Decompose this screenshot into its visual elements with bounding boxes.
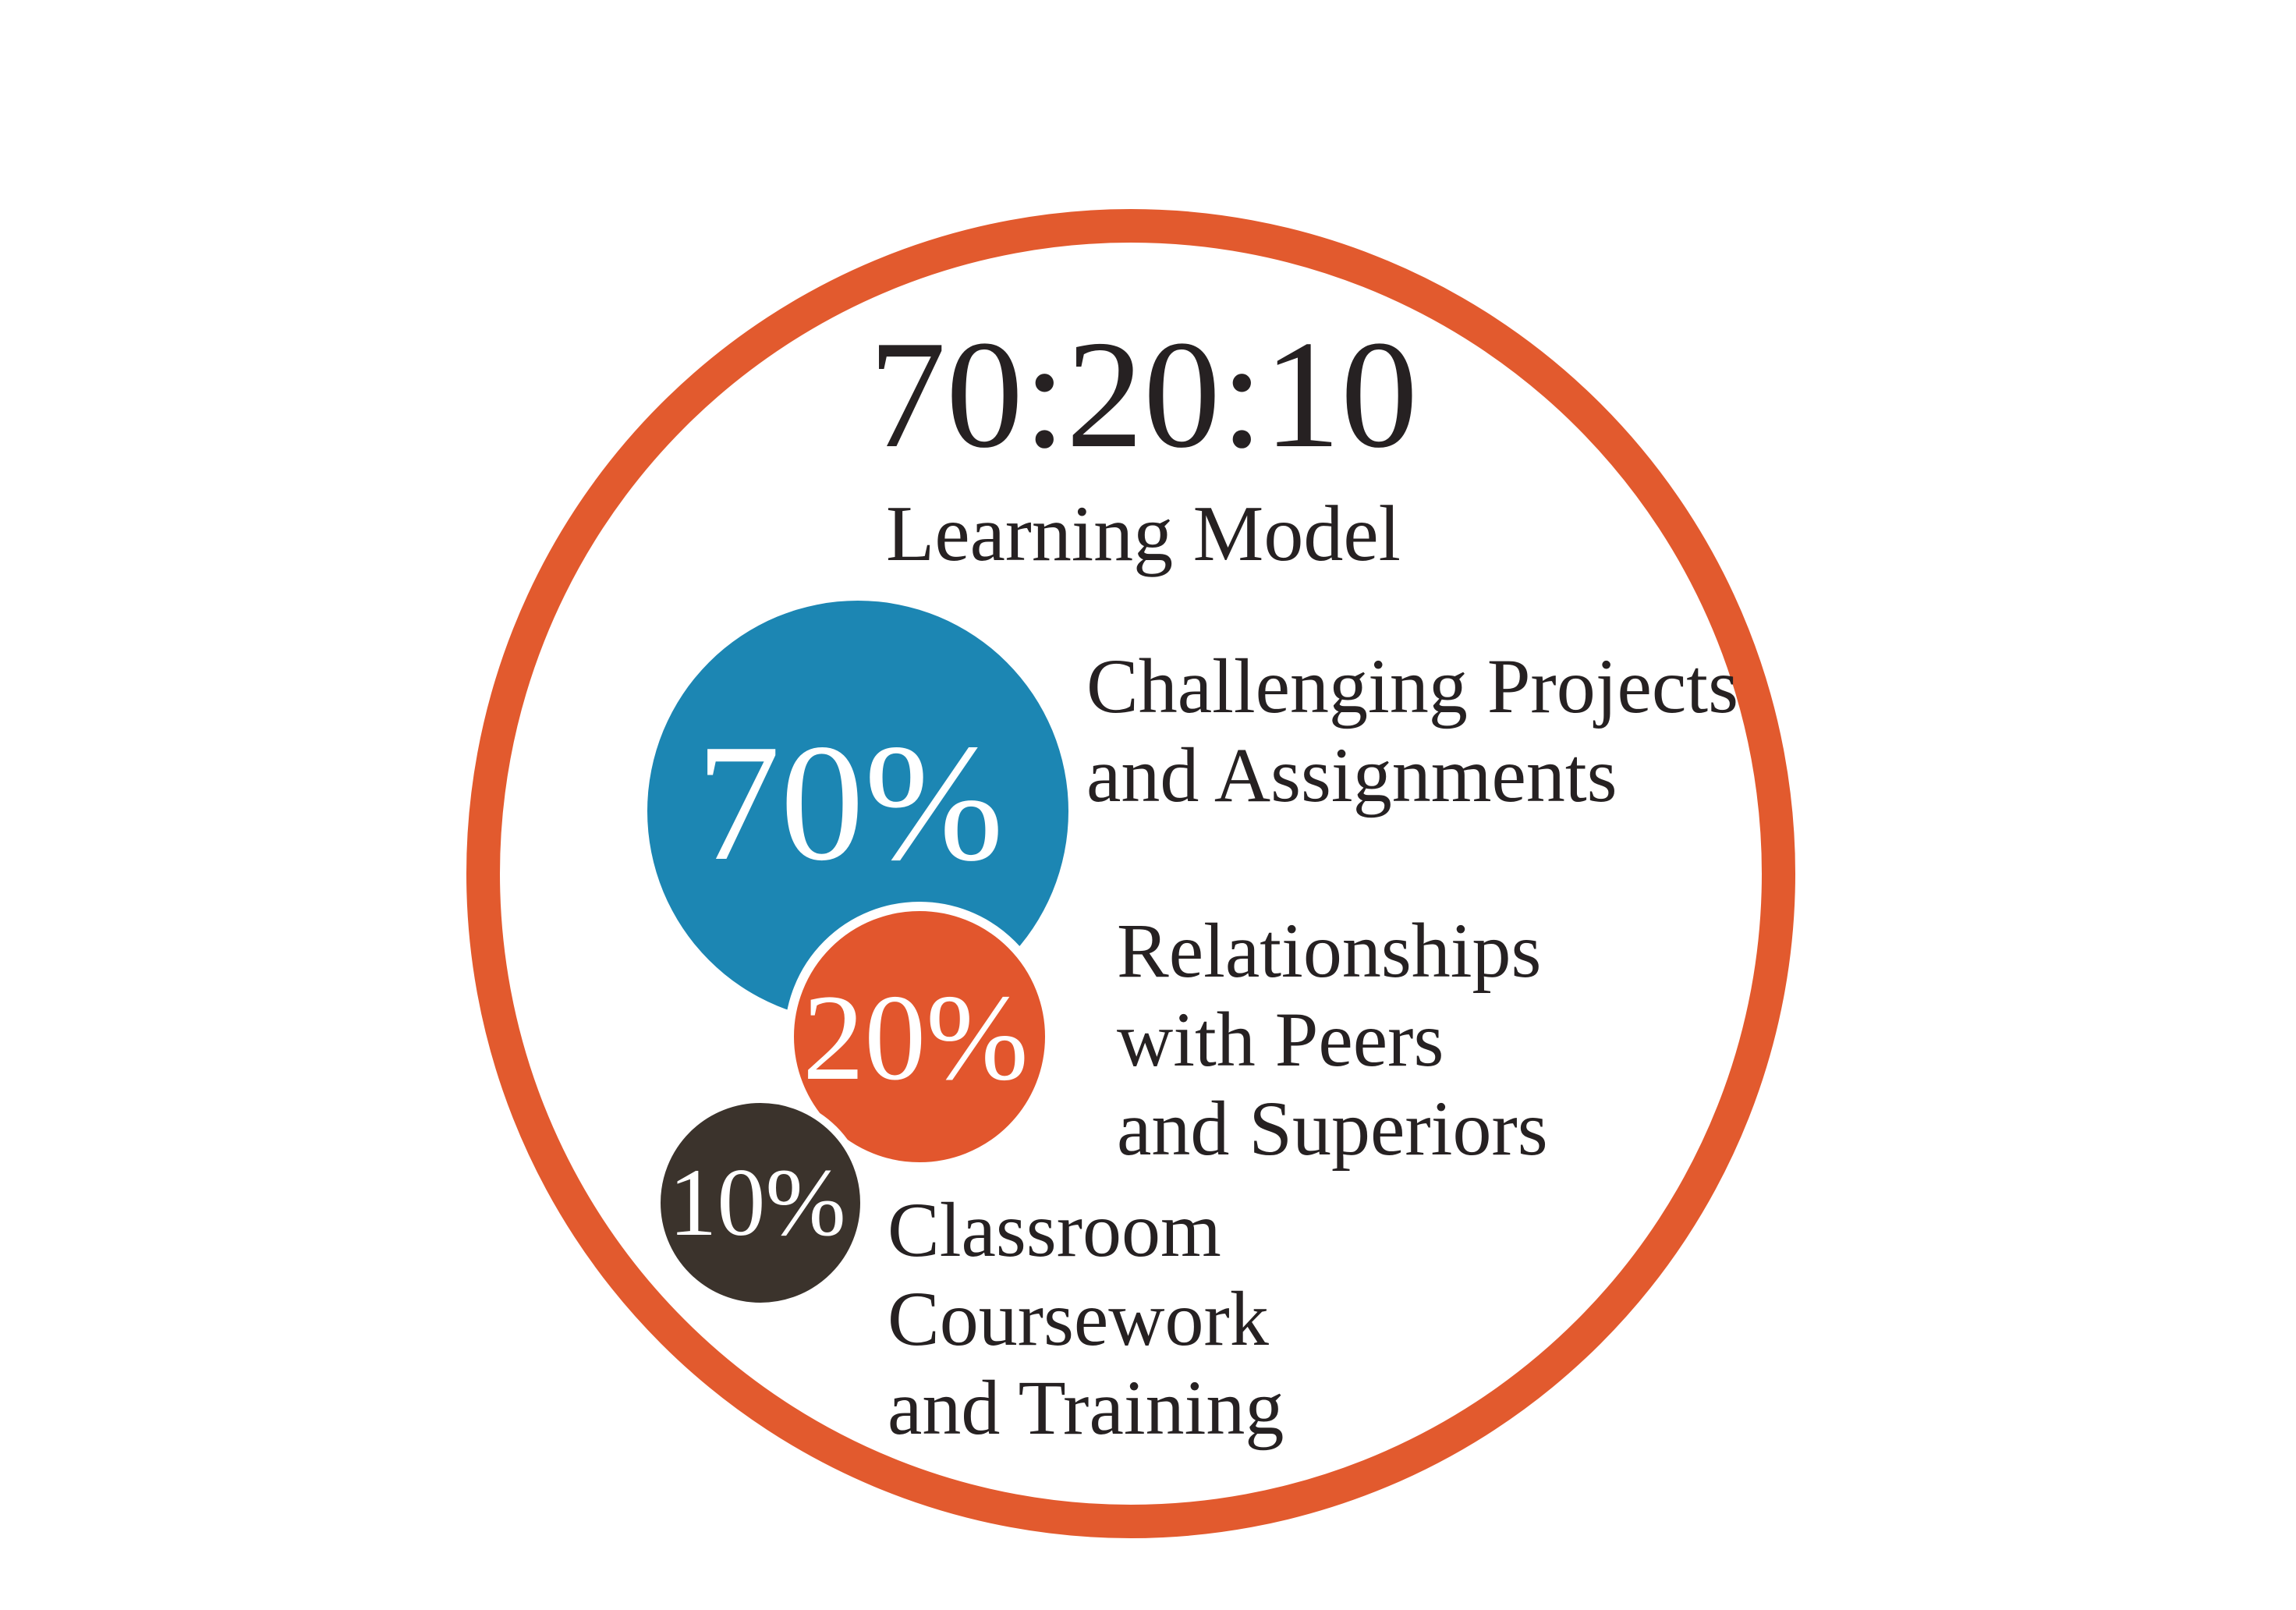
label-classroom-coursework: Classroom Coursework and Training bbox=[888, 1186, 1284, 1452]
segment-label-line: with Peers bbox=[1117, 996, 1444, 1083]
segment-label-line: Challenging Projects bbox=[1086, 643, 1738, 729]
segment-label-line: and Superiors bbox=[1117, 1085, 1548, 1172]
label-relationships: Relationships with Peers and Superiors bbox=[1117, 906, 1548, 1173]
segment-label-line: and Training bbox=[888, 1364, 1284, 1451]
percent-label-20: 20% bbox=[803, 970, 1029, 1106]
page-title: 70:20:10 bbox=[868, 309, 1419, 480]
page-subtitle: Learning Model bbox=[886, 490, 1401, 578]
segment-label-line: and Assignments bbox=[1086, 732, 1617, 818]
segment-label-line: Coursework bbox=[888, 1275, 1269, 1362]
bubble-20-percent: 20% bbox=[785, 902, 1054, 1172]
bubble-10-percent: 10% bbox=[653, 1095, 868, 1310]
percent-label-10: 10% bbox=[668, 1149, 846, 1256]
label-challenging-projects: Challenging Projects and Assignments bbox=[1086, 642, 1738, 820]
percent-label-70: 70% bbox=[696, 708, 1004, 895]
segment-label-line: Relationships bbox=[1117, 907, 1542, 994]
segment-label-line: Classroom bbox=[888, 1186, 1221, 1273]
